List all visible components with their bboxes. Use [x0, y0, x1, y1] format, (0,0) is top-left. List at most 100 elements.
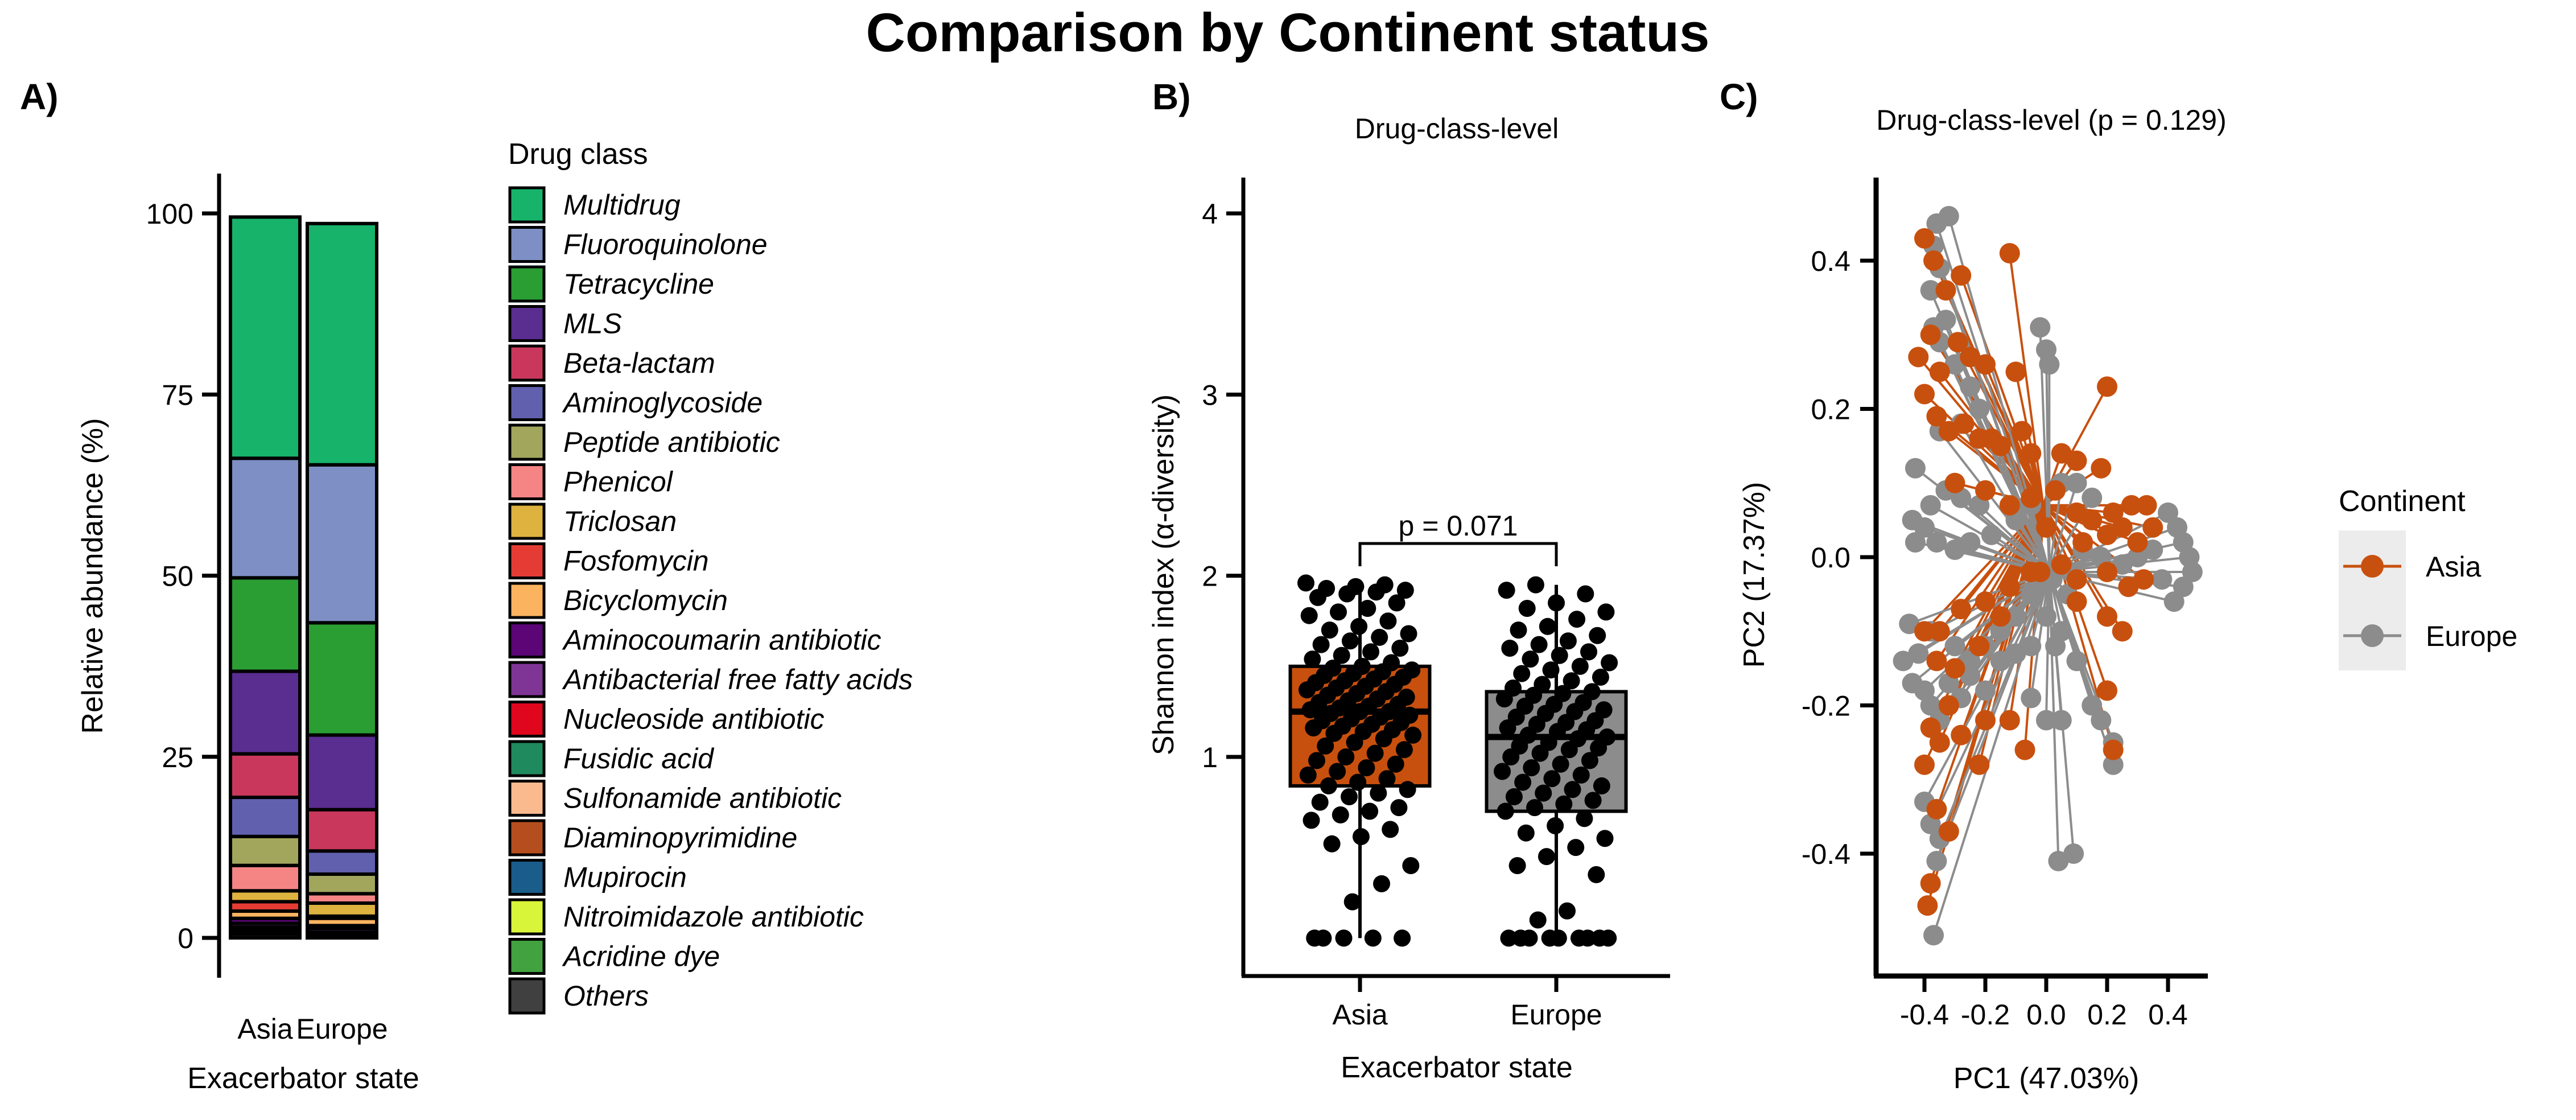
panel-c-spider-line-europe	[1932, 571, 2051, 936]
panel-b-point	[1560, 741, 1578, 759]
panel-a-bar-segment-multidrug	[306, 221, 378, 467]
panel-c-point-europe	[2030, 317, 2051, 338]
panel-a-legend-swatch	[508, 423, 546, 461]
panel-c-point-asia	[1938, 421, 1959, 442]
panel-b-point	[1349, 773, 1367, 791]
panel-b-point	[1320, 777, 1337, 794]
panel-a-legend-label: Beta-lactam	[563, 347, 715, 379]
panel-c-point-europe	[2103, 754, 2124, 775]
panel-a-legend-swatch	[508, 226, 546, 263]
panel-a-legend-label: Diaminopyrimidine	[563, 822, 797, 854]
panel-b-point	[1588, 866, 1605, 883]
panel-b-point	[1350, 617, 1368, 635]
panel-c-point-europe	[2112, 554, 2133, 575]
panel-c-point-europe	[2045, 636, 2066, 657]
panel-c-point-asia	[2036, 517, 2056, 538]
panel-c-point-asia	[2103, 739, 2124, 760]
panel-a-y-tick-label: 100	[146, 198, 193, 230]
panel-c-point-asia	[1929, 361, 1950, 382]
panel-c-point-asia	[1947, 332, 1968, 353]
panel-b-x-tick-label: Europe	[1510, 999, 1602, 1031]
panel-a-legend-label: Others	[563, 980, 649, 1012]
panel-c-point-europe	[1960, 532, 1981, 553]
panel-c-point-asia	[2072, 532, 2093, 553]
panel-c-point-asia	[2121, 495, 2142, 516]
panel-b-x-tick-label: Asia	[1332, 999, 1387, 1031]
panel-b-point	[1552, 755, 1569, 773]
panel-a-bar-segment-mls	[229, 669, 302, 756]
panel-b-point	[1567, 839, 1585, 857]
panel-c-point-europe	[2082, 695, 2103, 716]
panel-a-legend-swatch	[508, 265, 546, 303]
panel-a-bar-segment-peptide-antibiotic	[229, 834, 302, 867]
panel-b-point	[1539, 617, 1556, 635]
panel-a-legend-label: Sulfonamide antibiotic	[563, 783, 842, 814]
panel-a-legend-label: Mupirocin	[563, 862, 687, 893]
panel-c-point-europe	[1990, 650, 2011, 672]
panel-b-point	[1589, 627, 1606, 644]
panel-a-bar-segment-multidrug	[229, 215, 302, 460]
panel-a-legend-swatch	[508, 780, 546, 817]
panel-c-point-asia	[1999, 495, 2020, 516]
panel-c-spider-line-europe	[1938, 267, 2051, 573]
panel-b-subtitle: Drug-class-level	[1355, 113, 1559, 145]
panel-b-y-tick-label: 3	[1202, 379, 1218, 411]
panel-a-bar-segment-aminoglycoside	[306, 849, 378, 876]
panel-c-point-asia	[1923, 250, 1944, 271]
panel-b-point	[1311, 793, 1329, 811]
panel-a-legend-label: Bicyclomycin	[563, 584, 728, 616]
panel-c-point-europe	[2051, 710, 2072, 731]
panel-b-point	[1366, 744, 1384, 762]
panel-a-legend-label: Phenicol	[563, 466, 674, 498]
panel-b-point	[1337, 748, 1355, 765]
panel-a-legend-swatch	[508, 701, 546, 738]
panel-c-point-europe	[1926, 851, 1947, 872]
panel-b-point	[1517, 824, 1535, 842]
panel-c-point-asia	[2021, 443, 2042, 464]
panel-b-point	[1523, 759, 1540, 777]
panel-c-point-asia	[2051, 443, 2072, 464]
panel-c-point-europe	[1905, 458, 1926, 479]
panel-c-point-asia	[2112, 621, 2133, 642]
panel-c-point-europe	[2021, 687, 2042, 709]
panel-c-point-europe	[1920, 495, 1941, 516]
panel-c-point-asia	[2103, 502, 2124, 523]
panel-c-point-europe	[1938, 205, 1959, 227]
panel-b-point	[1535, 784, 1552, 802]
panel-a-legend-swatch	[508, 305, 546, 342]
panel-c-point-europe	[1960, 650, 1981, 672]
panel-a-legend-swatch	[508, 819, 546, 857]
panel-a-bar-segment-fluoroquinolone	[229, 456, 302, 580]
panel-c-point-europe	[2066, 472, 2087, 493]
panel-a-x-tick-label: Asia	[237, 1013, 292, 1045]
panel-b-point	[1299, 766, 1317, 784]
panel-c-spider-line-europe	[1978, 504, 2050, 573]
panel-b-point	[1325, 724, 1343, 742]
panel-b-point	[1531, 744, 1549, 762]
panel-b-point	[1508, 857, 1526, 874]
panel-c-point-europe	[2163, 591, 2185, 612]
panel-c-point-asia	[1975, 710, 1996, 731]
panel-c-legend-marker	[2361, 555, 2384, 578]
panel-a-bar-segment-beta-lactam	[306, 808, 378, 853]
panel-a-legend-label: Multidrug	[563, 189, 681, 221]
panel-c-point-asia	[1969, 636, 1990, 657]
panel-b-point	[1367, 583, 1385, 601]
panel-c-x-tick-label: -0.4	[1900, 999, 1949, 1031]
panel-c-subtitle: Drug-class-level (p = 0.129)	[1876, 104, 2227, 136]
panel-b-point	[1580, 643, 1597, 661]
panel-c-spider-line-asia	[1960, 275, 2045, 506]
panel-a-bar-segment-mls	[306, 733, 378, 812]
panel-b-point	[1305, 719, 1322, 737]
panel-b-point	[1555, 795, 1573, 813]
panel-b-point	[1542, 661, 1560, 679]
panel-b-point	[1551, 647, 1568, 664]
panel-c-point-asia	[1926, 650, 1947, 672]
panel-b-point	[1576, 810, 1593, 827]
panel-c-point-asia	[1975, 354, 1996, 375]
panel-b-point	[1564, 781, 1581, 798]
panel-c-legend-label: Asia	[2426, 551, 2481, 583]
panel-a-bar-segment-tetracycline	[229, 576, 302, 673]
panel-b-point	[1309, 588, 1326, 606]
panel-b-point	[1501, 640, 1519, 657]
